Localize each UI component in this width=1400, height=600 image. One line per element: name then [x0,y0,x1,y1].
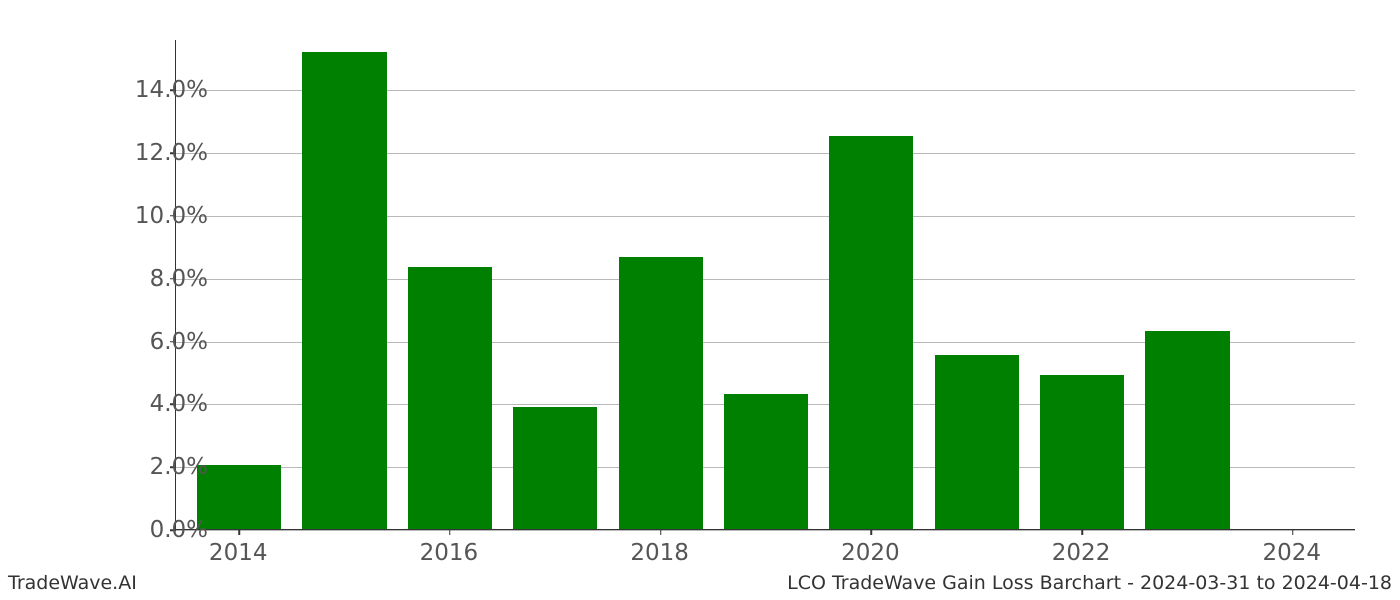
bar [829,136,913,529]
y-tick-label: 0.0% [150,517,208,543]
footer-left-label: TradeWave.AI [8,572,137,594]
x-tick-label: 2022 [1052,540,1111,566]
y-tick-label: 8.0% [150,266,208,292]
x-tick-mark [1292,529,1294,535]
x-tick-label: 2024 [1263,540,1322,566]
bar [1040,375,1124,529]
y-tick-label: 10.0% [135,203,208,229]
x-tick-mark [871,529,873,535]
x-tick-label: 2014 [209,540,268,566]
bar [513,407,597,530]
y-tick-label: 4.0% [150,391,208,417]
bar-chart [175,40,1355,530]
x-tick-label: 2020 [841,540,900,566]
x-tick-label: 2018 [630,540,689,566]
bar [724,394,808,529]
bar [1145,331,1229,529]
y-tick-label: 6.0% [150,329,208,355]
y-tick-label: 14.0% [135,77,208,103]
bar [408,267,492,529]
x-tick-mark [1081,529,1083,535]
y-tick-label: 12.0% [135,140,208,166]
footer-right-label: LCO TradeWave Gain Loss Barchart - 2024-… [787,572,1392,594]
bar [197,465,281,529]
bar [935,355,1019,529]
bar [619,257,703,529]
y-gridline [176,530,1355,531]
x-tick-mark [449,529,451,535]
y-tick-label: 2.0% [150,454,208,480]
plot-area [175,40,1355,530]
x-tick-mark [238,529,240,535]
bar [302,52,386,529]
x-tick-mark [660,529,662,535]
x-tick-label: 2016 [420,540,479,566]
